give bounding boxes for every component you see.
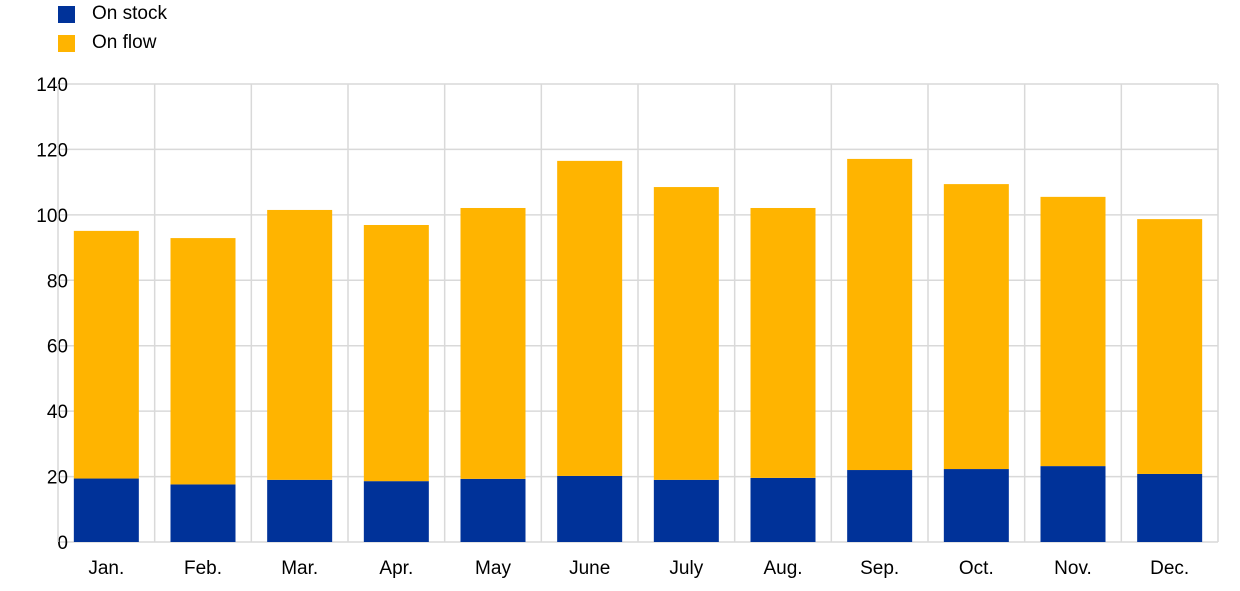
legend-label: On stock — [92, 3, 167, 24]
x-tick-label: Feb. — [184, 558, 222, 579]
x-tick-label: Sep. — [860, 558, 899, 579]
bar-on-stock — [847, 470, 913, 542]
legend-swatch-on-stock — [58, 5, 75, 23]
x-tick-label: Nov. — [1054, 558, 1092, 579]
x-tick-label: Oct. — [959, 558, 994, 579]
bar-on-stock — [1040, 466, 1106, 542]
x-tick-label: Mar. — [281, 558, 318, 579]
bar-on-stock — [1137, 473, 1203, 542]
bar-on-stock — [943, 469, 1009, 542]
bar-on-flow — [847, 158, 913, 471]
bar-on-stock — [460, 478, 526, 542]
legend-label: On flow — [92, 32, 157, 53]
x-tick-label: Apr. — [379, 558, 413, 579]
x-tick-label: Jan. — [88, 558, 124, 579]
y-tick-label: 120 — [36, 140, 68, 161]
legend-swatch-on-flow — [58, 34, 75, 52]
bar-on-flow — [750, 207, 816, 478]
bar-on-stock — [267, 479, 333, 542]
x-tick-label: June — [569, 558, 610, 579]
bar-on-stock — [170, 484, 236, 542]
bar-on-stock — [750, 477, 816, 542]
bar-on-flow — [460, 207, 526, 479]
y-tick-label: 100 — [36, 206, 68, 227]
bar-on-flow — [557, 160, 623, 476]
legend-item-on-stock: On stock — [58, 3, 167, 25]
x-tick-label: Dec. — [1150, 558, 1189, 579]
bar-on-stock — [653, 479, 719, 542]
bar-on-flow — [1137, 219, 1203, 474]
bar-on-stock — [73, 478, 139, 542]
bar-on-flow — [653, 187, 719, 480]
bar-on-stock — [557, 475, 623, 542]
bar-on-flow — [170, 238, 236, 485]
x-tick-label: July — [669, 558, 703, 579]
y-tick-label: 140 — [36, 75, 68, 96]
bar-on-flow — [267, 209, 333, 480]
bar-on-flow — [1040, 196, 1106, 467]
bar-on-flow — [943, 184, 1009, 470]
bar-on-stock — [363, 481, 429, 542]
x-tick-label: May — [475, 558, 511, 579]
bar-on-flow — [363, 224, 429, 482]
y-tick-label: 0 — [57, 533, 68, 554]
x-tick-label: Aug. — [763, 558, 802, 579]
legend-item-on-flow: On flow — [58, 32, 156, 54]
bar-on-flow — [73, 230, 139, 479]
